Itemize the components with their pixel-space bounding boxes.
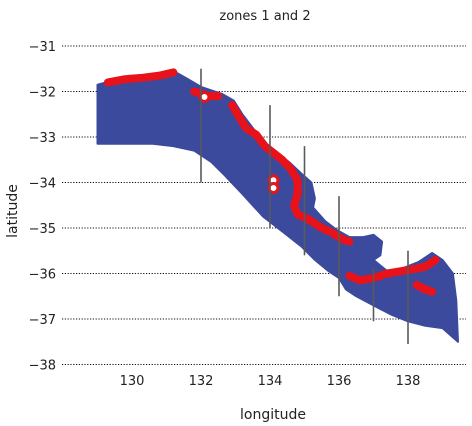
transect-layer <box>200 68 409 345</box>
x-axis-label: longitude <box>240 407 306 423</box>
zone-boundary-segment <box>412 280 437 296</box>
y-tick-label: −34 <box>29 177 56 192</box>
zone-boundary-segment <box>345 255 440 285</box>
y-tick-label: −31 <box>29 40 56 55</box>
y-axis-label: latitude <box>5 184 21 238</box>
region-polygon <box>96 70 459 343</box>
x-tick-label: 134 <box>258 374 283 389</box>
y-tick-label: −38 <box>29 359 56 374</box>
y-tick-label: −35 <box>29 222 56 237</box>
zone-spot <box>198 90 211 103</box>
chart-title: zones 1 and 2 <box>219 9 310 24</box>
map-region-layer <box>96 68 459 343</box>
y-tick-label: −36 <box>29 268 56 283</box>
zone-boundary-segment <box>228 101 354 246</box>
tick-labels: −31 −32 −33 −34 −35 −36 −37 −38 130 132 134 136 138 <box>29 40 421 389</box>
x-tick-label: 132 <box>189 374 214 389</box>
y-tick-label: −33 <box>29 131 56 146</box>
y-tick-label: −37 <box>29 313 56 328</box>
x-tick-label: 130 <box>120 374 145 389</box>
x-tick-label: 138 <box>396 374 421 389</box>
zone-spot <box>267 181 280 194</box>
y-tick-label: −32 <box>29 86 56 101</box>
x-tick-label: 136 <box>327 374 352 389</box>
zone-boundary-segment <box>103 68 178 87</box>
